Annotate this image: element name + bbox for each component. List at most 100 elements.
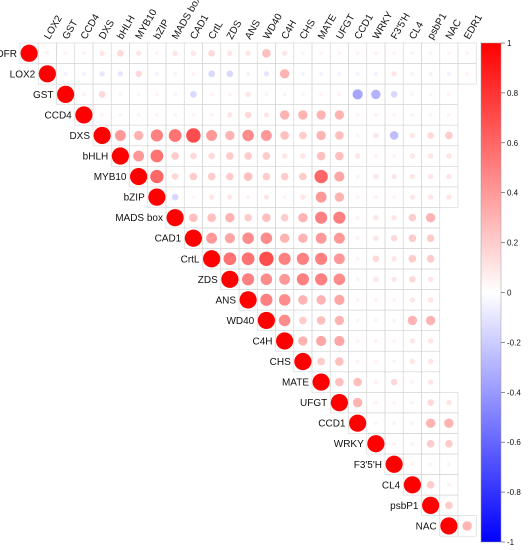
correlation-circle bbox=[173, 92, 178, 97]
correlation-circle bbox=[81, 71, 86, 76]
correlation-circle bbox=[355, 277, 360, 282]
correlation-circle bbox=[99, 71, 105, 77]
correlation-circle bbox=[353, 377, 362, 387]
correlation-circle bbox=[392, 441, 397, 446]
correlation-circle bbox=[189, 172, 198, 181]
correlation-circle bbox=[317, 357, 325, 366]
correlation-circle bbox=[427, 297, 434, 303]
correlation-circle bbox=[335, 377, 344, 387]
correlation-circle bbox=[446, 113, 451, 117]
correlation-circle bbox=[296, 273, 309, 286]
correlation-circle bbox=[209, 92, 214, 97]
correlation-circle bbox=[262, 48, 271, 58]
correlation-circle bbox=[299, 172, 307, 181]
correlation-circle bbox=[319, 92, 324, 97]
correlation-circle bbox=[226, 70, 234, 78]
correlation-circle bbox=[100, 113, 105, 117]
correlation-circle bbox=[154, 113, 159, 117]
correlation-circle bbox=[446, 173, 452, 180]
row-label: DXS bbox=[69, 131, 90, 142]
correlation-circle bbox=[319, 51, 324, 56]
correlation-circle bbox=[241, 252, 255, 266]
correlation-circle bbox=[63, 71, 68, 76]
correlation-circle bbox=[133, 150, 145, 162]
correlation-circle bbox=[446, 482, 451, 487]
correlation-circle bbox=[298, 295, 308, 305]
correlation-circle bbox=[373, 214, 379, 221]
correlation-circle bbox=[408, 254, 417, 263]
row-label: CL4 bbox=[382, 480, 401, 491]
correlation-circle bbox=[371, 89, 381, 100]
correlation-circle bbox=[280, 213, 289, 222]
correlation-circle bbox=[446, 399, 452, 406]
correlation-circle bbox=[300, 153, 306, 159]
correlation-circle bbox=[300, 71, 305, 76]
correlation-circle bbox=[242, 129, 254, 142]
correlation-circle bbox=[207, 213, 216, 222]
correlation-circle bbox=[409, 338, 416, 344]
correlation-circle bbox=[335, 151, 344, 161]
correlation-circle bbox=[299, 131, 307, 140]
correlation-circle bbox=[426, 439, 435, 448]
correlation-circle bbox=[206, 130, 218, 141]
column-label: NAC bbox=[444, 18, 464, 42]
correlation-circle bbox=[278, 294, 291, 306]
correlation-circle bbox=[300, 51, 305, 56]
column-label: C4H bbox=[280, 19, 300, 42]
correlation-circle bbox=[279, 233, 290, 243]
correlation-circle bbox=[333, 232, 345, 244]
correlation-circle bbox=[154, 71, 159, 76]
correlation-circle bbox=[206, 232, 218, 244]
correlation-circle bbox=[392, 154, 397, 158]
correlation-circle bbox=[191, 71, 196, 76]
correlation-circle bbox=[315, 191, 327, 203]
correlation-circle bbox=[409, 173, 416, 180]
correlation-circle bbox=[171, 193, 179, 201]
correlation-circle bbox=[38, 65, 56, 83]
correlation-circle bbox=[391, 71, 397, 77]
correlation-circle bbox=[445, 501, 453, 510]
row-label: CCD1 bbox=[318, 419, 346, 430]
correlation-circle bbox=[263, 71, 270, 77]
correlation-circle bbox=[319, 71, 324, 76]
correlation-circle bbox=[427, 358, 434, 365]
correlation-circle bbox=[337, 92, 342, 97]
correlation-circle bbox=[263, 112, 270, 118]
correlation-circle bbox=[208, 152, 215, 160]
correlation-circle bbox=[428, 92, 433, 97]
correlation-circle bbox=[427, 153, 434, 159]
correlation-circle bbox=[427, 276, 434, 283]
row-label: CAD1 bbox=[155, 234, 182, 245]
correlation-circle bbox=[410, 71, 415, 76]
correlation-circle bbox=[45, 51, 50, 56]
correlation-circle bbox=[81, 92, 86, 97]
correlation-circle bbox=[410, 441, 415, 446]
correlation-circle bbox=[408, 213, 417, 222]
correlation-circle bbox=[260, 273, 273, 286]
correlation-circle bbox=[117, 71, 124, 77]
correlation-circle bbox=[392, 318, 397, 323]
colorbar-tick-label: 0.4 bbox=[507, 189, 519, 198]
colorbar-tick-label: -0.2 bbox=[507, 338, 521, 347]
correlation-circle bbox=[244, 152, 252, 160]
colorbar-tick-label: 0.2 bbox=[507, 239, 519, 248]
correlation-circle bbox=[227, 194, 233, 200]
correlation-circle bbox=[99, 50, 105, 56]
column-label: GST bbox=[61, 18, 81, 41]
correlation-circle bbox=[191, 113, 196, 117]
row-label: F3'5'H bbox=[354, 460, 382, 471]
row-label: CCD4 bbox=[45, 110, 73, 121]
correlation-circle bbox=[373, 51, 378, 56]
correlation-circle bbox=[239, 291, 257, 309]
correlation-circle bbox=[392, 51, 397, 56]
correlation-circle bbox=[118, 92, 123, 97]
correlation-circle bbox=[373, 318, 378, 323]
correlation-circle bbox=[173, 113, 178, 117]
correlation-circle bbox=[465, 71, 470, 76]
row-label: bZIP bbox=[124, 193, 145, 204]
correlation-circle bbox=[244, 213, 252, 222]
correlation-circle bbox=[315, 273, 328, 286]
correlation-circle bbox=[427, 194, 434, 200]
correlation-circle bbox=[224, 233, 235, 244]
